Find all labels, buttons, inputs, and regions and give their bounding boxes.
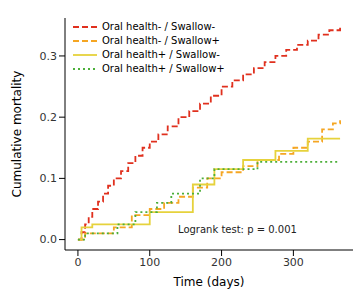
svg-text:0.1: 0.1 [40,172,58,185]
svg-text:Time (days): Time (days) [173,275,245,289]
svg-text:200: 200 [211,256,232,269]
html-text:Oral health- / Swallow-: Oral health- / Swallow- [102,21,216,32]
html-text:Logrank test: p = 0.001: Logrank test: p = 0.001 [178,224,297,235]
svg-text:0: 0 [74,256,81,269]
svg-text:300: 300 [283,256,304,269]
svg-text:0.3: 0.3 [40,50,58,63]
html-text:Oral health- / Swallow+: Oral health- / Swallow+ [102,35,220,46]
html-text:Oral health+ / Swallow-: Oral health+ / Swallow- [102,49,220,60]
svg-text:100: 100 [139,256,160,269]
svg-text:Cumulative mortality: Cumulative mortality [10,71,24,198]
svg-text:0.0: 0.0 [40,233,58,246]
svg-text:0.2: 0.2 [40,111,58,124]
html-text:Oral health+ / Swallow+: Oral health+ / Swallow+ [102,63,225,74]
